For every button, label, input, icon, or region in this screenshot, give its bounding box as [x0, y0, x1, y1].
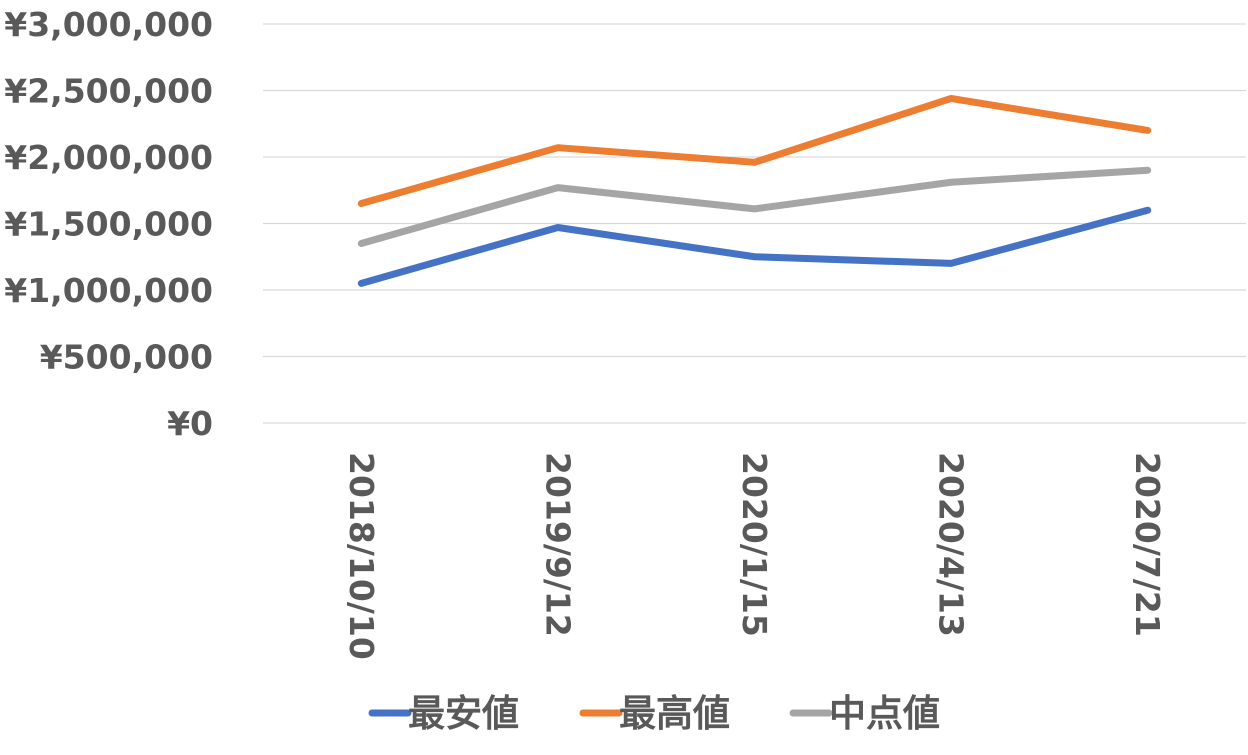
legend: 最安値 最高値 中点値 [368, 692, 940, 735]
legend-label: 最高値 [619, 692, 730, 735]
y-tick-label: ¥0 [167, 404, 213, 443]
x-tick-label: 2019/9/12 [538, 452, 577, 637]
y-tick-label: ¥2,500,000 [4, 72, 213, 111]
series-line-2 [357, 166, 1152, 247]
x-axis-tick-labels: 2018/10/10 2019/9/12 2020/1/15 2020/4/13 202… [342, 452, 1167, 660]
legend-label: 最安値 [408, 692, 519, 735]
x-tick-label: 2018/10/10 [342, 452, 381, 660]
x-tick-label: 2020/7/21 [1128, 452, 1167, 637]
x-tick-label: 2020/1/15 [735, 452, 774, 637]
series-lines [357, 94, 1152, 287]
y-tick-label: ¥2,000,000 [4, 138, 213, 177]
series-line-1 [357, 94, 1152, 208]
legend-label: 中点値 [829, 692, 940, 735]
y-tick-label: ¥3,000,000 [4, 5, 213, 44]
y-tick-label: ¥1,500,000 [4, 205, 213, 244]
x-tick-label: 2020/4/13 [932, 452, 971, 637]
y-tick-label: ¥500,000 [40, 338, 213, 377]
y-tick-label: ¥1,000,000 [4, 271, 213, 310]
y-axis-tick-labels: ¥0 ¥500,000 ¥1,000,000 ¥1,500,000 ¥2,000,000… [4, 5, 213, 443]
series-line-0 [357, 206, 1152, 287]
